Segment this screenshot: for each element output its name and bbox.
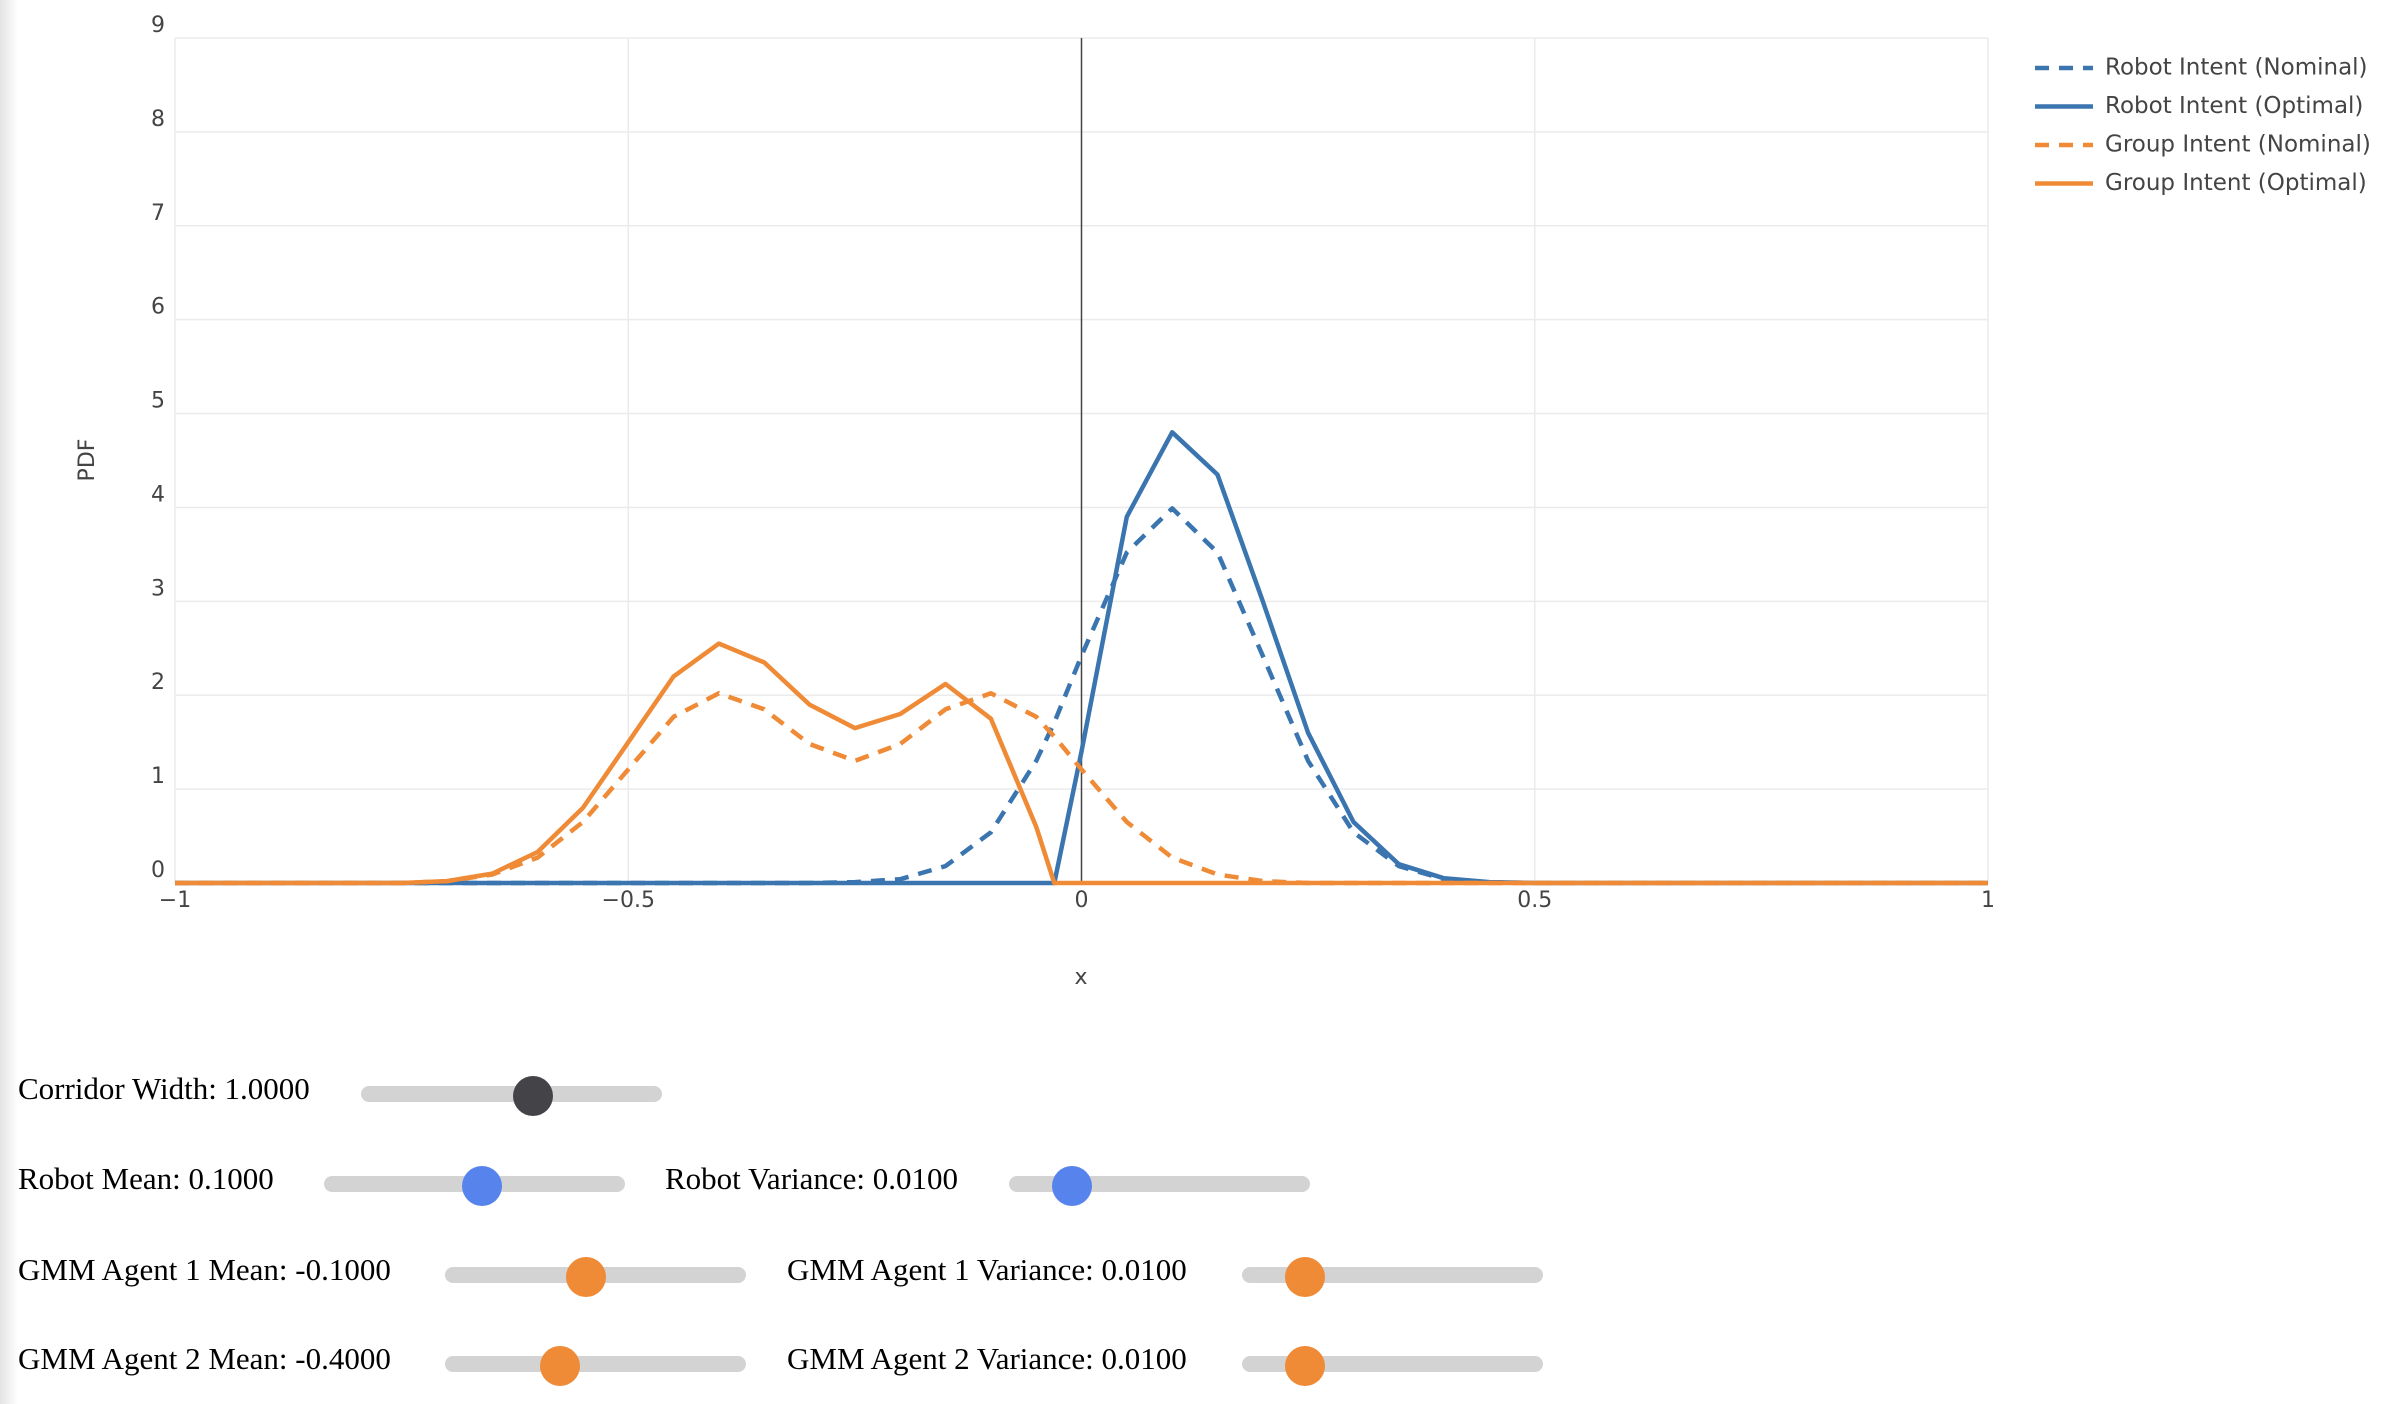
- edge-shadow: [0, 0, 18, 1404]
- y-tick-label: 6: [151, 295, 165, 320]
- slider-knob[interactable]: [513, 1076, 553, 1116]
- legend-label[interactable]: Robot Intent (Nominal): [2105, 55, 2368, 81]
- x-tick-label: 0.5: [1517, 888, 1552, 913]
- y-tick-label: 5: [151, 389, 165, 414]
- slider-label: GMM Agent 2 Variance: 0.0100: [787, 1341, 1187, 1376]
- x-axis-label: x: [1074, 965, 1087, 990]
- legend-label[interactable]: Robot Intent (Optimal): [2105, 93, 2363, 119]
- slider-knob[interactable]: [1285, 1346, 1325, 1386]
- slider-track[interactable]: [445, 1356, 746, 1372]
- slider-label: Robot Mean: 0.1000: [18, 1161, 274, 1196]
- y-tick-label: 2: [151, 670, 165, 695]
- legend-label[interactable]: Group Intent (Optimal): [2105, 170, 2367, 196]
- slider-label: Robot Variance: 0.0100: [665, 1161, 958, 1196]
- slider-knob[interactable]: [566, 1257, 606, 1297]
- slider-track[interactable]: [361, 1086, 662, 1102]
- series-line: [175, 430, 1988, 886]
- y-tick-label: 8: [151, 107, 165, 132]
- x-tick-label: −1: [159, 888, 191, 913]
- legend-label[interactable]: Group Intent (Nominal): [2105, 132, 2371, 158]
- slider-label: Corridor Width: 1.0000: [18, 1071, 310, 1106]
- x-tick-label: 1: [1981, 888, 1995, 913]
- slider-label: GMM Agent 1 Mean: -0.1000: [18, 1252, 391, 1287]
- y-tick-label: 4: [151, 482, 165, 507]
- y-tick-label: 3: [151, 576, 165, 601]
- slider-label: GMM Agent 1 Variance: 0.0100: [787, 1252, 1187, 1287]
- slider-label: GMM Agent 2 Mean: -0.4000: [18, 1341, 391, 1376]
- y-tick-label: 9: [151, 13, 165, 38]
- y-tick-label: 1: [151, 764, 165, 789]
- x-tick-label: 0: [1075, 888, 1089, 913]
- slider-knob[interactable]: [1052, 1166, 1092, 1206]
- y-tick-label: 7: [151, 201, 165, 226]
- slider-knob[interactable]: [1285, 1257, 1325, 1297]
- series-line: [175, 641, 1988, 886]
- y-tick-label: 0: [151, 858, 165, 883]
- x-tick-label: −0.5: [602, 888, 655, 913]
- y-axis-label: PDF: [75, 439, 100, 482]
- slider-knob[interactable]: [462, 1166, 502, 1206]
- slider-knob[interactable]: [540, 1346, 580, 1386]
